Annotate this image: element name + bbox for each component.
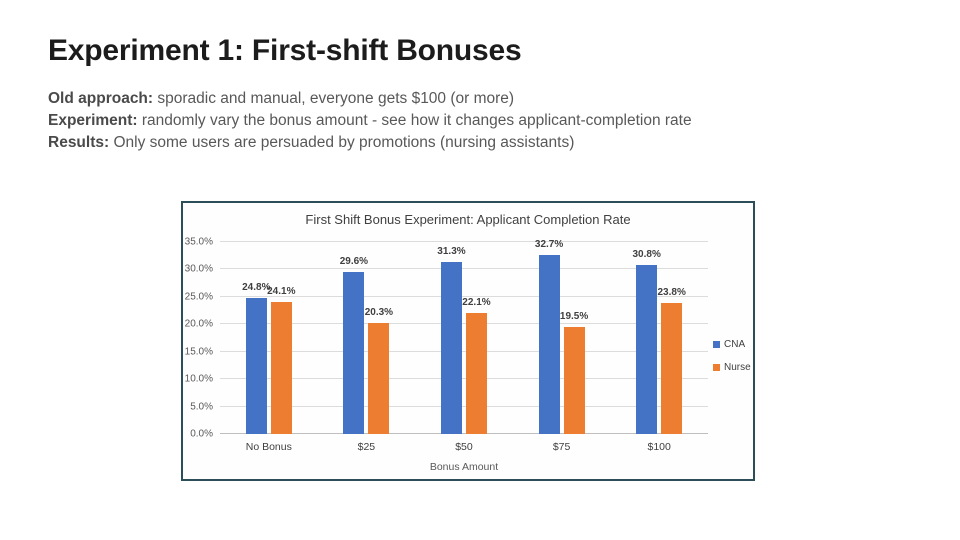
bar-cna-100: 30.8% xyxy=(632,249,661,434)
legend-entry-nurse: Nurse xyxy=(713,362,751,373)
bar-group-25: 29.6% 20.3% xyxy=(318,242,416,434)
legend-swatch-icon xyxy=(713,341,720,348)
gridline xyxy=(220,378,708,380)
bar-cna-no-bonus: 24.8% xyxy=(242,282,270,434)
x-tick-label: $75 xyxy=(552,441,571,453)
gridline xyxy=(220,323,708,325)
bullet-label: Old approach: xyxy=(48,90,154,107)
x-tick-label: No Bonus xyxy=(245,441,292,453)
gridline xyxy=(220,268,708,270)
bullet-text: Only some users are persuaded by promoti… xyxy=(109,134,575,151)
y-tick-label: 30.0% xyxy=(184,263,213,275)
data-label: 19.5% xyxy=(559,311,589,323)
bullet-line-old-approach: Old approach: sporadic and manual, every… xyxy=(48,88,692,110)
data-label: 30.8% xyxy=(632,249,661,261)
data-label: 20.3% xyxy=(364,306,394,318)
bullet-text: randomly vary the bonus amount - see how… xyxy=(137,112,692,129)
chart-title: First Shift Bonus Experiment: Applicant … xyxy=(305,212,631,227)
data-label: 32.7% xyxy=(534,238,564,250)
data-label: 24.1% xyxy=(267,285,296,297)
bar-group-no-bonus: 24.8% 24.1% xyxy=(220,242,318,434)
slide-title: Experiment 1: First-shift Bonuses xyxy=(48,34,522,67)
bullet-line-results: Results: Only some users are persuaded b… xyxy=(48,132,692,154)
x-tick-label: $100 xyxy=(647,441,671,453)
bullet-label: Results: xyxy=(48,134,110,151)
y-tick-label: 0.0% xyxy=(190,428,213,440)
gridline xyxy=(220,350,708,352)
bar-nurse-50: 22.1% xyxy=(462,297,491,434)
y-tick-label: 35.0% xyxy=(184,236,213,248)
y-tick-label: 5.0% xyxy=(190,401,213,413)
bar-nurse-no-bonus: 24.1% xyxy=(267,286,295,434)
gridline xyxy=(220,295,708,297)
x-tick-label: $50 xyxy=(455,441,473,453)
bar-group-75: 32.7% 19.5% xyxy=(513,239,611,434)
x-axis-tick-labels: No Bonus $25 $50 $75 $100 xyxy=(220,441,708,453)
data-label: 24.8% xyxy=(242,281,271,293)
legend-swatch-icon xyxy=(713,364,720,371)
y-tick-label: 15.0% xyxy=(184,346,213,358)
data-label: 29.6% xyxy=(339,255,369,267)
bullet-label: Experiment: xyxy=(48,112,138,129)
bar-cna-50: 31.3% xyxy=(437,246,466,434)
bar-nurse-25: 20.3% xyxy=(365,307,393,434)
bar-cna-75: 32.7% xyxy=(535,239,563,434)
bar-nurse-100: 23.8% xyxy=(657,287,686,434)
bar-chart: First Shift Bonus Experiment: Applicant … xyxy=(181,201,755,481)
gridline xyxy=(220,405,708,407)
x-axis-line xyxy=(220,433,708,434)
gridline xyxy=(220,241,708,242)
x-tick-label: $25 xyxy=(357,441,376,453)
bar-cna-25: 29.6% xyxy=(340,256,368,434)
legend-label: Nurse xyxy=(724,362,751,373)
bullet-text: sporadic and manual, everyone gets $100 … xyxy=(153,90,515,107)
bar-groups: 24.8% 24.1% 29.6% 20.3% 31.3% 22.1% 32.7% 19.5%… xyxy=(220,239,708,434)
bullet-list: Old approach: sporadic and manual, every… xyxy=(48,88,692,154)
x-axis-title: Bonus Amount xyxy=(429,461,499,473)
plot-area: 24.8% 24.1% 29.6% 20.3% 31.3% 22.1% 32.7% 19.5%… xyxy=(220,239,708,434)
bullet-line-experiment: Experiment: randomly vary the bonus amou… xyxy=(48,110,692,132)
bar-nurse-75: 19.5% xyxy=(560,311,588,434)
legend-entry-cna: CNA xyxy=(713,339,751,350)
y-tick-label: 10.0% xyxy=(184,373,213,385)
y-axis-tick-labels: 0.0% 5.0% 10.0% 15.0% 20.0% 25.0% 30.0% 35.0% xyxy=(183,237,213,440)
bar-group-50: 31.3% 22.1% xyxy=(415,242,513,434)
data-label: 22.1% xyxy=(462,296,491,308)
y-tick-label: 20.0% xyxy=(184,318,213,330)
legend-label: CNA xyxy=(724,339,746,350)
bar-group-100: 30.8% 23.8% xyxy=(610,242,708,434)
data-label: 31.3% xyxy=(437,246,466,258)
data-label: 23.8% xyxy=(657,287,686,299)
y-tick-label: 25.0% xyxy=(184,291,213,303)
legend: CNA Nurse xyxy=(713,339,751,373)
